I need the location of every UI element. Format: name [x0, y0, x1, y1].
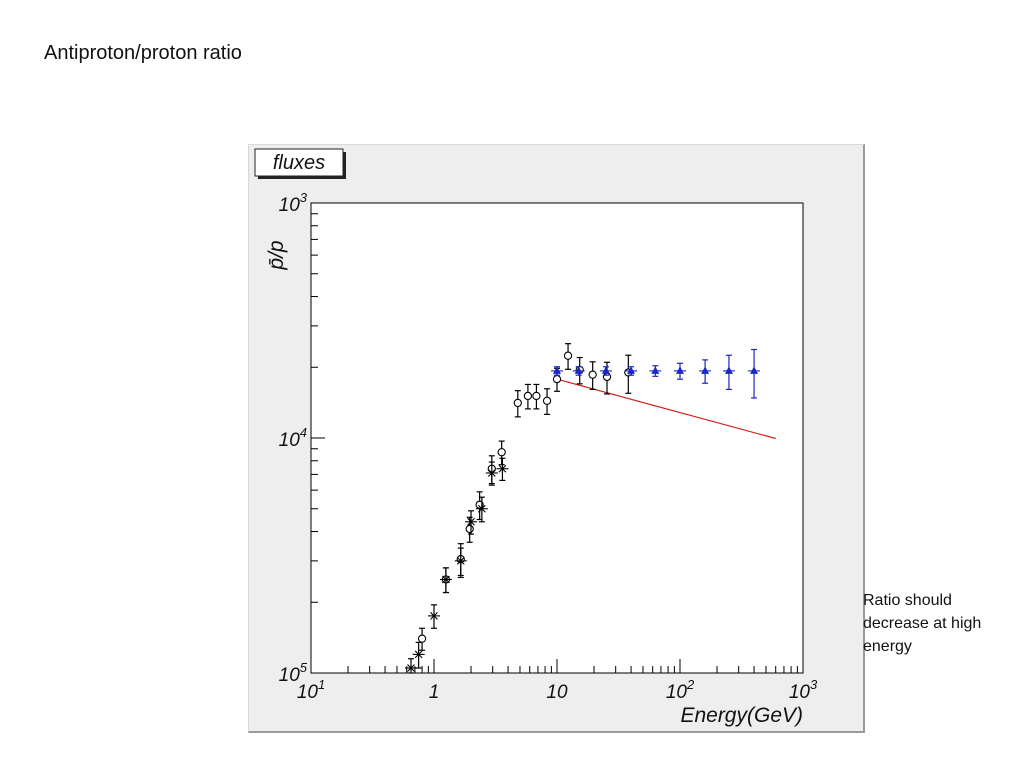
- triangle-marker: [724, 366, 733, 374]
- data-point-star: [404, 658, 417, 674]
- axes: 101 1 10 102 103 103 104 105: [279, 190, 818, 703]
- x-tick-label: 10: [546, 682, 568, 703]
- data-point-circle: [497, 440, 506, 466]
- data-point-circle: [532, 383, 541, 410]
- chart: fluxes 101 1 10 102 103 103 104 105 p̄/p Energy…: [254, 148, 818, 727]
- data-point-circle: [513, 390, 522, 418]
- x-tick-label: 101: [297, 677, 325, 703]
- y-axis-label: p̄/p: [265, 240, 288, 270]
- data-point-triangle: [674, 362, 686, 380]
- panel-label: fluxes: [254, 148, 346, 179]
- triangle-marker: [676, 366, 684, 374]
- data-point-triangle: [599, 366, 612, 376]
- data-marks: [404, 343, 776, 674]
- data-point-star: [454, 547, 467, 577]
- star-marker: [407, 664, 415, 672]
- circle-marker: [523, 391, 533, 401]
- panel-label-text: fluxes: [273, 152, 325, 174]
- x-axis-label: Energy(GeV): [680, 704, 803, 727]
- circle-marker: [588, 370, 597, 379]
- triangle-marker: [553, 366, 561, 374]
- data-point-star: [439, 567, 452, 594]
- triangle-marker: [651, 366, 660, 374]
- circle-marker: [602, 372, 612, 382]
- x-tick-label: 102: [666, 677, 695, 703]
- data-point-star: [475, 496, 488, 523]
- data-point-circle: [563, 343, 573, 370]
- data-point-circle: [588, 361, 597, 390]
- data-point-triangle: [625, 366, 638, 376]
- triangle-marker: [574, 366, 583, 374]
- plot-frame: fluxes 101 1 10 102 103 103 104 105 p̄/p Energy…: [248, 144, 981, 733]
- triangle-marker: [627, 366, 636, 374]
- data-point-triangle: [649, 365, 662, 377]
- star-marker: [430, 611, 438, 620]
- circle-marker: [552, 375, 562, 384]
- data-point-star: [485, 461, 498, 486]
- data-point-star: [428, 604, 440, 629]
- star-marker: [442, 575, 450, 584]
- y-tick-label: 105: [279, 660, 308, 686]
- data-point-star: [465, 510, 478, 535]
- slide-title: Antiproton/proton ratio: [44, 42, 242, 64]
- data-point-triangle: [722, 354, 735, 390]
- data-point-triangle: [699, 359, 712, 384]
- y-tick-label: 103: [279, 190, 308, 216]
- circle-marker: [465, 524, 474, 534]
- y-tick-label: 104: [279, 425, 307, 451]
- star-marker: [414, 650, 423, 659]
- star-marker: [456, 556, 465, 565]
- circle-marker: [532, 391, 541, 401]
- circle-marker: [513, 398, 522, 408]
- data-point-triangle: [551, 366, 563, 376]
- data-point-star: [412, 641, 425, 669]
- triangle-marker: [701, 366, 710, 374]
- circle-marker: [417, 634, 427, 643]
- star-marker: [477, 504, 486, 513]
- x-tick-label: 1: [429, 682, 440, 703]
- plot-area: [310, 202, 804, 674]
- data-point-circle: [523, 383, 533, 410]
- triangle-marker: [601, 366, 610, 374]
- data-point-circle: [417, 627, 427, 651]
- data-point-triangle: [748, 348, 761, 399]
- star-marker: [467, 517, 475, 526]
- circle-marker: [497, 448, 506, 457]
- circle-marker: [563, 351, 573, 360]
- data-point-circle: [542, 388, 552, 416]
- x-tick-label: 103: [789, 677, 818, 703]
- data-point-triangle: [572, 366, 585, 376]
- data-point-star: [496, 457, 509, 482]
- annotation-text: Ratio should decrease at high energy: [863, 592, 982, 655]
- star-marker: [487, 469, 496, 477]
- circle-marker: [542, 396, 552, 405]
- triangle-marker: [750, 366, 759, 374]
- star-marker: [498, 464, 507, 473]
